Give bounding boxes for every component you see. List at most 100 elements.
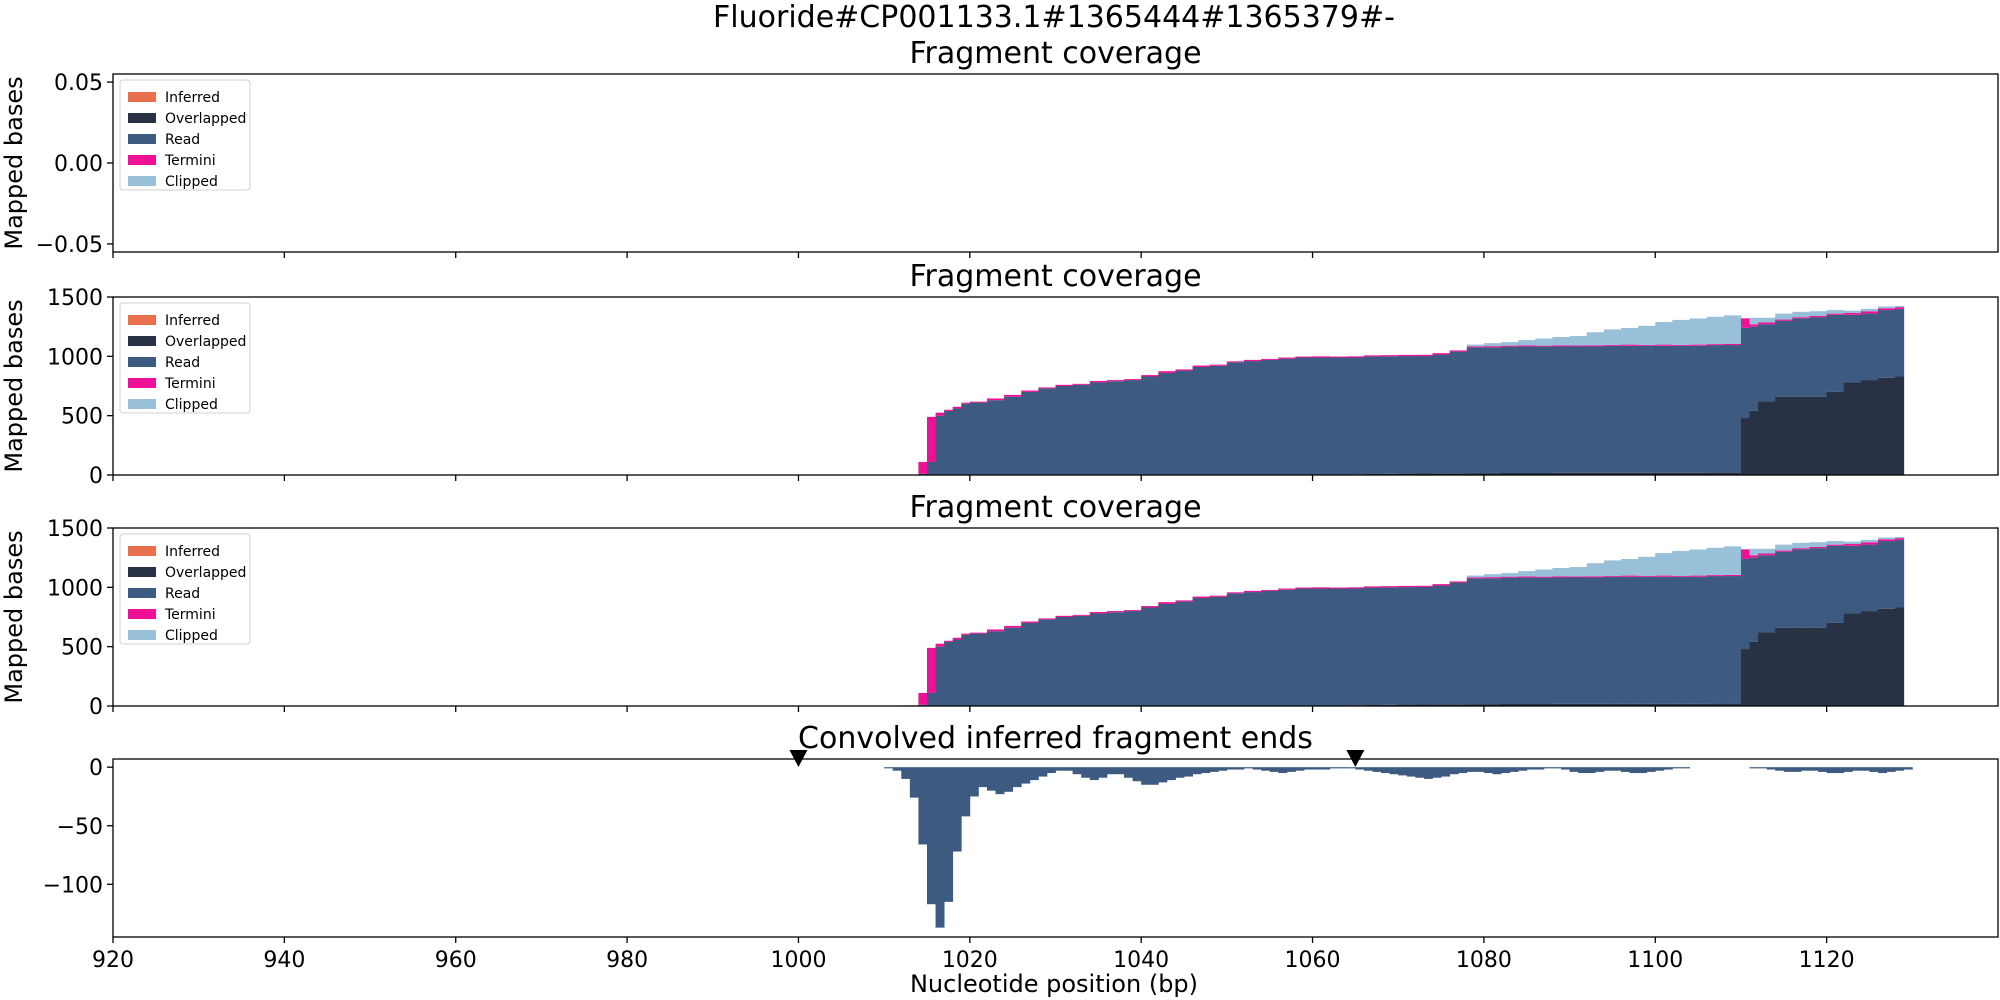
bar-termini — [1775, 550, 1793, 552]
axes-container: Fragment coverage Mapped bases 0.05 0.00 −0.… — [0, 36, 1999, 973]
bar-overlapped — [1758, 401, 1776, 475]
bar-termini — [1398, 354, 1416, 357]
bar-termini — [1895, 538, 1905, 540]
bar-read — [1226, 593, 1245, 706]
bar-clipped — [1706, 547, 1725, 576]
bar-read — [1723, 576, 1742, 704]
bar-clipped — [1501, 342, 1519, 346]
bar-termini — [1826, 544, 1845, 546]
bar-read — [1346, 588, 1365, 706]
bar-inferred-end — [935, 767, 945, 928]
bar-inferred-end — [1201, 767, 1211, 774]
bar-read — [1603, 345, 1622, 473]
bar-overlapped — [1878, 377, 1896, 475]
bar-overlapped — [1792, 396, 1810, 475]
bar-read — [1638, 576, 1656, 704]
bar-termini — [1518, 345, 1536, 347]
bar-read — [1878, 541, 1896, 609]
bar-read — [1004, 627, 1022, 706]
bar-inferred-end — [918, 767, 928, 845]
y-tick-label: −50 — [57, 815, 103, 840]
data-marks — [901, 536, 1905, 706]
bar-read — [1809, 317, 1828, 397]
axes-frame — [112, 73, 1999, 253]
bar-inferred-end — [1483, 767, 1493, 774]
bar-overlapped — [1501, 472, 1519, 475]
bar-read — [1466, 578, 1485, 705]
bar-termini — [1552, 576, 1570, 578]
bar-read — [1672, 576, 1690, 704]
bar-termini — [1860, 311, 1879, 314]
bar-clipped — [1518, 571, 1536, 577]
legend-swatch-clipped — [128, 399, 156, 409]
axes-frame — [112, 758, 1999, 938]
y-tick-label: −0.05 — [36, 233, 103, 258]
bar-termini — [1209, 595, 1228, 597]
legend-label-termini: Termini — [164, 153, 216, 169]
bar-clipped — [1466, 575, 1485, 578]
bar-overlapped — [1792, 627, 1810, 706]
bar-inferred-end — [1329, 767, 1339, 769]
bar-inferred-end — [1878, 767, 1888, 774]
bar-clipped — [1895, 536, 1905, 539]
bar-inferred-end — [1432, 767, 1442, 778]
bar-termini — [1329, 587, 1348, 589]
bar-inferred-end — [1244, 767, 1253, 769]
bar-termini — [1758, 322, 1776, 325]
bar-read — [1346, 357, 1365, 475]
bar-clipped — [1518, 340, 1536, 346]
legend: Inferred Overlapped Read Termini Clipped — [119, 302, 251, 414]
bar-read — [1141, 607, 1159, 706]
legend-label-inferred: Inferred — [165, 544, 220, 560]
bar-overlapped — [1672, 472, 1690, 475]
bar-read — [1535, 346, 1553, 473]
bar-read — [1278, 358, 1296, 475]
bar-termini — [1004, 394, 1022, 397]
bar-read — [969, 633, 988, 706]
bar-read — [1749, 326, 1759, 411]
bar-clipped — [1860, 308, 1879, 312]
bar-overlapped — [1860, 380, 1879, 475]
bar-termini — [1089, 612, 1108, 614]
bar-termini — [1055, 384, 1074, 386]
bar-inferred-end — [952, 767, 962, 852]
panel-3: Fragment coverage Mapped bases 1500 1000 500… — [0, 490, 1999, 720]
bar-overlapped — [1775, 396, 1793, 475]
bar-termini — [1740, 318, 1750, 328]
y-tick-label: 1500 — [47, 517, 103, 542]
bar-read — [1089, 382, 1108, 475]
bar-inferred-end — [1895, 767, 1905, 771]
x-tick-label: 1120 — [1799, 948, 1855, 973]
panel-title: Fragment coverage — [909, 259, 1201, 294]
bar-termini — [1449, 350, 1468, 352]
bar-termini — [1432, 584, 1451, 586]
bar-read — [1021, 391, 1039, 475]
bar-read — [944, 641, 954, 706]
bar-read — [1843, 314, 1862, 383]
bar-read — [1518, 346, 1536, 473]
legend-swatch-clipped — [128, 630, 156, 640]
bar-read — [1621, 576, 1639, 704]
x-tick-label: 1000 — [770, 948, 826, 973]
panel-4: Convolved inferred fragment ends 0 −50 −100… — [43, 721, 1999, 973]
bar-read — [926, 692, 936, 706]
bar-overlapped — [1432, 473, 1451, 475]
legend-label-overlapped: Overlapped — [165, 334, 246, 350]
bar-termini — [1021, 390, 1039, 392]
bar-inferred-end — [961, 767, 971, 817]
bar-overlapped — [1621, 703, 1639, 706]
legend-swatch-inferred — [128, 315, 156, 325]
bar-overlapped — [1569, 703, 1588, 706]
bar-termini — [1329, 356, 1348, 358]
bar-overlapped — [1860, 611, 1879, 706]
bar-read — [1689, 576, 1708, 704]
bar-read — [1449, 351, 1468, 474]
bar-read — [1363, 356, 1382, 475]
bar-clipped — [1843, 541, 1862, 545]
bar-read — [1655, 345, 1673, 473]
bar-termini — [1740, 549, 1750, 559]
bar-inferred-end — [1055, 767, 1065, 771]
bar-read — [1860, 544, 1879, 612]
bar-overlapped — [1535, 472, 1553, 475]
bar-termini — [1878, 308, 1896, 311]
